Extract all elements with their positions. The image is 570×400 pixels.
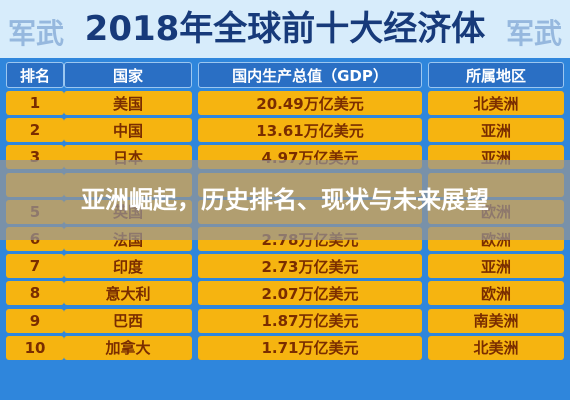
- header-cell: 国内生产总值（GDP）: [198, 62, 422, 88]
- table-cell: 1: [6, 91, 64, 115]
- table-cell: 南美洲: [428, 308, 564, 333]
- table-cell: 9: [6, 308, 64, 333]
- table-cell: 8: [6, 281, 64, 306]
- table-cell: 欧洲: [428, 281, 564, 306]
- table-cell: 北美洲: [428, 91, 564, 115]
- table-cell: 亚洲: [428, 118, 564, 143]
- table-cell: 意大利: [64, 281, 192, 306]
- table-cell: 北美洲: [428, 335, 564, 360]
- table-cell: 1.87万亿美元: [198, 308, 422, 333]
- header-cell: 排名: [6, 62, 64, 88]
- watermark: 军武: [8, 17, 65, 50]
- table-cell: 1.71万亿美元: [198, 335, 422, 360]
- table-cell: 加拿大: [64, 335, 192, 360]
- table-cell: 13.61万亿美元: [198, 118, 422, 143]
- table-cell: 巴西: [64, 308, 192, 333]
- table-cell: 20.49万亿美元: [198, 91, 422, 115]
- banner-title: 亚洲崛起，历史排名、现状与未来展望: [81, 186, 489, 214]
- table-cell: 亚洲: [428, 254, 564, 279]
- header-cell: 国家: [64, 62, 192, 88]
- banner: 亚洲崛起，历史排名、现状与未来展望: [0, 160, 570, 240]
- table-cell: 2.07万亿美元: [198, 281, 422, 306]
- table-cell: 美国: [64, 91, 192, 115]
- table-cell: 7: [6, 254, 64, 279]
- header-cell: 所属地区: [428, 62, 564, 88]
- watermark: 军武: [505, 17, 562, 50]
- table-cell: 2: [6, 118, 64, 143]
- table-cell: 印度: [64, 254, 192, 279]
- table-title: 2018年全球前十大经济体: [84, 9, 486, 49]
- title-box: [0, 0, 570, 58]
- table-cell: 10: [6, 335, 64, 360]
- table-cell: 2.73万亿美元: [198, 254, 422, 279]
- table-cell: 中国: [64, 118, 192, 143]
